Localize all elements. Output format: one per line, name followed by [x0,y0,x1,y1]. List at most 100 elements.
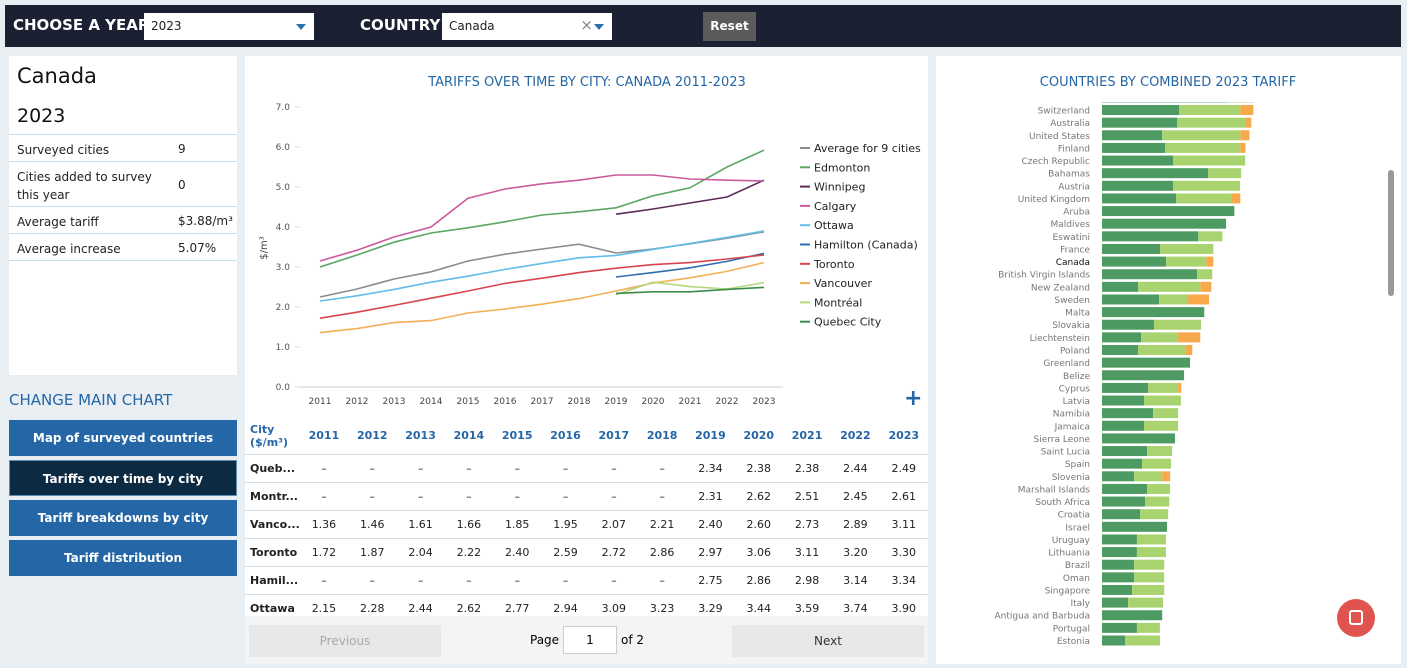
city-cell: Montr... [245,482,300,511]
bar-segment [1102,408,1154,419]
bar-segment [1200,281,1212,292]
page-input[interactable]: 1 [563,626,617,654]
bar-segment [1148,382,1179,393]
bar-segment [1136,622,1160,633]
summary-label: Average increase [17,242,121,256]
bar-segment [1102,332,1142,343]
header-row: City ($/m³) 2011 2012 2013 2014 2015 2016 2017 2… [245,418,928,455]
category-label: Namibia [1053,410,1090,420]
category-label: France [1060,245,1090,255]
summary-label: Cities added to survey this year [17,170,152,202]
bar-segment [1102,231,1199,242]
category-label: British Virgin Islands [998,271,1090,281]
bar-segment [1132,584,1165,595]
value-cell: – [299,482,349,511]
nav-title: CHANGE MAIN CHART [9,391,173,409]
bar-segment [1102,521,1168,532]
value-cell: 3.06 [734,538,783,567]
summary-value: $3.88/m³ [178,213,233,228]
category-label: Slovenia [1052,473,1090,483]
category-label: South Africa [1035,498,1090,508]
category-label: Brazil [1065,561,1090,571]
value-cell: – [348,566,397,595]
category-label: Uruguay [1052,536,1091,546]
bar-segment [1159,294,1189,305]
category-label: Cabo Verde [1038,94,1090,104]
legend-label: Winnipeg [814,181,865,194]
bar-segment [1240,142,1246,153]
value-cell: 2.51 [782,482,832,511]
expand-icon[interactable]: + [904,386,923,411]
bar-segment [1102,319,1154,330]
category-label: Latvia [1063,397,1090,407]
bar-segment [1136,534,1166,545]
bar-segment [1240,105,1254,116]
nav-button[interactable]: Tariff breakdowns by city [9,500,237,536]
category-label: Sweden [1054,296,1090,306]
previous-button[interactable]: Previous [249,625,441,657]
value-cell: 2.75 [686,566,735,595]
x-tick-label: 2011 [309,397,332,407]
filter-bar: CHOOSE A YEAR 2023 COUNTRY Canada × Reset [5,5,1401,47]
value-cell: – [493,482,542,511]
bar-segment [1102,117,1178,128]
country-value: Canada [449,19,495,33]
category-label: Australia [1050,119,1090,129]
bar-segment [1134,559,1165,570]
bar-segment [1102,584,1133,595]
value-cell: 2.38 [782,454,832,483]
bar-segment [1102,382,1149,393]
category-label: Portugal [1053,624,1090,634]
bar-segment [1176,193,1232,204]
nav-button[interactable]: Tariff distribution [9,540,237,576]
value-cell: – [541,454,590,483]
category-label: Austria [1058,182,1090,192]
nav-button[interactable]: Map of surveyed countries [9,420,237,456]
chart-title: TARIFFS OVER TIME BY CITY: CANADA 2011-2… [427,75,746,90]
value-cell: 2.34 [686,454,735,483]
bar-segment [1240,130,1250,141]
bar-segment [1102,345,1139,355]
bar-segment [1102,142,1166,153]
category-label: Saint Lucia [1041,448,1090,458]
city-cell: Hamil... [245,566,300,595]
scrollbar[interactable] [1388,170,1394,296]
value-cell: 2.44 [831,454,880,483]
column-header: 2014 [444,418,494,455]
next-button[interactable]: Next [732,625,924,657]
value-cell: – [637,566,687,595]
value-cell: – [396,454,445,483]
value-cell: 1.85 [493,510,542,539]
column-header: 2012 [348,418,397,455]
country-select[interactable]: Canada × [442,13,612,40]
bar-segment [1102,483,1148,494]
bar-segment [1142,458,1172,469]
x-tick-label: 2013 [383,397,406,407]
value-cell: – [299,454,349,483]
y-tick-label: 2.0 [276,303,291,313]
value-cell: 2.40 [686,510,735,539]
reset-button[interactable]: Reset [703,12,756,41]
bar-segment [1136,547,1166,558]
bar-segment [1177,117,1246,128]
column-header: 2018 [637,418,687,455]
nav-button[interactable]: Tariffs over time by city [9,460,237,496]
category-label: Malta [1065,309,1090,319]
x-tick-label: 2014 [420,397,443,407]
summary-row: Average increase 5.07% [9,233,237,260]
bar-segment [1102,294,1160,305]
chat-button[interactable] [1337,599,1375,637]
city-cell: Toronto [245,538,300,567]
year-select[interactable]: 2023 [144,13,314,40]
bar-segment [1197,269,1213,280]
bar-segment [1102,102,1230,103]
value-cell: 2.89 [831,510,880,539]
bar-segment [1102,193,1177,204]
value-cell: – [444,482,494,511]
city-cell: Vanco... [245,510,300,539]
summary-value: 5.07% [178,240,217,255]
bar-segment [1231,193,1241,204]
legend-label: Calgary [814,200,857,213]
value-cell: 1.61 [396,510,445,539]
